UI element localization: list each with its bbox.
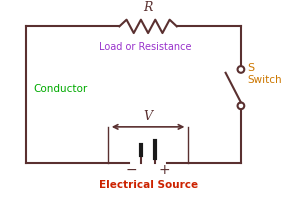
Text: Load or Resistance: Load or Resistance bbox=[99, 42, 191, 52]
Text: Electrical Source: Electrical Source bbox=[98, 180, 198, 190]
Text: R: R bbox=[143, 1, 153, 14]
Text: S: S bbox=[248, 63, 255, 73]
Text: −: − bbox=[126, 163, 138, 177]
Text: +: + bbox=[158, 163, 170, 177]
Text: Conductor: Conductor bbox=[33, 83, 88, 94]
Text: Switch: Switch bbox=[248, 75, 282, 85]
Text: V: V bbox=[144, 110, 153, 123]
